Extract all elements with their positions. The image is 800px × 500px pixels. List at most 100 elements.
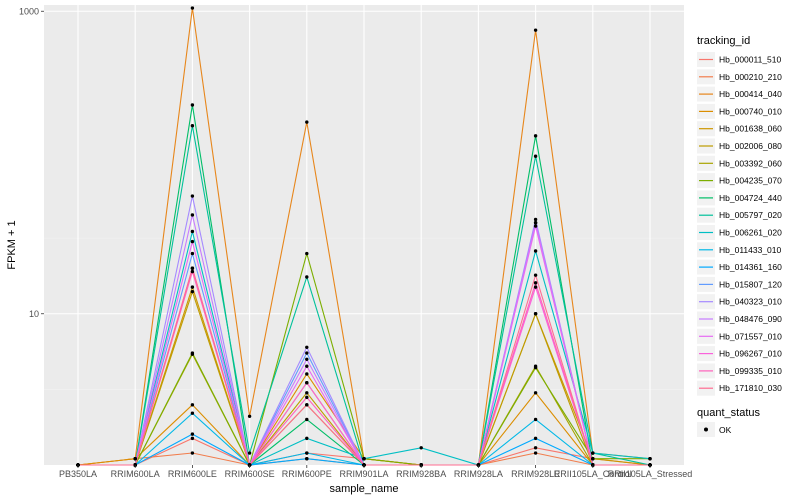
data-point <box>533 134 538 138</box>
data-point <box>305 351 309 355</box>
data-point <box>190 269 195 274</box>
data-point <box>190 213 195 217</box>
data-point <box>305 364 309 368</box>
legend-label: Hb_071557_010 <box>719 331 782 341</box>
x-axis-title: sample_name <box>329 483 398 495</box>
data-point <box>533 217 538 222</box>
legend-label: Hb_005797_020 <box>719 210 782 220</box>
x-tick-label: RRIM928LA <box>454 469 503 479</box>
data-point <box>533 154 538 158</box>
data-point <box>533 285 538 289</box>
data-point <box>190 411 195 415</box>
legend-label: Hb_040323_010 <box>719 297 782 307</box>
data-point <box>247 451 252 455</box>
legend-label: Hb_011433_010 <box>719 245 782 255</box>
data-point <box>533 281 538 285</box>
data-point <box>591 457 595 461</box>
legend-label: Hb_006261_020 <box>719 228 782 238</box>
data-point <box>305 451 309 455</box>
y-axis: 10 1000 <box>19 6 44 319</box>
legend-label: Hb_015807_120 <box>719 279 782 289</box>
grid <box>44 5 684 465</box>
data-point <box>190 436 195 441</box>
data-point <box>533 220 538 225</box>
data-point <box>533 28 538 32</box>
legend-label: Hb_003392_060 <box>719 158 782 168</box>
data-point <box>190 285 195 289</box>
data-point <box>305 372 309 376</box>
data-point <box>533 451 538 455</box>
data-point <box>190 229 195 234</box>
data-point <box>190 124 195 128</box>
data-point <box>305 251 309 256</box>
data-point <box>533 312 538 316</box>
legend-label: Hb_000011_510 <box>719 55 782 65</box>
x-tick-label: RRII105LA_Control <box>554 469 632 479</box>
y-axis-title: FPKM + 1 <box>6 220 18 269</box>
legend-title: tracking_id <box>697 35 750 47</box>
data-point <box>190 6 195 10</box>
legend-label: Hb_002006_080 <box>719 141 782 151</box>
data-point <box>305 357 309 361</box>
data-point <box>305 391 309 395</box>
legend-label: Hb_001638_060 <box>719 124 782 134</box>
legend-items: Hb_000011_510 Hb_000210_210 Hb_000414_040 H… <box>697 52 782 396</box>
data-point <box>533 365 538 370</box>
data-point <box>190 403 195 407</box>
x-tick-label: RRII105LA_Stressed <box>608 469 693 479</box>
data-point <box>305 436 309 441</box>
x-tick-label: RRIM600SE <box>225 469 275 479</box>
data-point <box>190 351 195 355</box>
x-tick-label: RRIM600PE <box>282 469 332 479</box>
status-legend-title: quant_status <box>697 407 760 419</box>
data-point <box>305 417 309 422</box>
data-point <box>419 446 423 450</box>
x-tick-label: RRIM928LE <box>511 469 560 479</box>
data-point <box>247 414 252 418</box>
legend-label: Hb_000740_010 <box>719 106 782 116</box>
legend-label: Hb_096267_010 <box>719 349 782 359</box>
data-point <box>190 103 195 107</box>
x-tick-label: PB350LA <box>59 469 97 479</box>
data-point <box>305 275 309 279</box>
legend-label: Hb_099335_010 <box>719 366 782 376</box>
data-point <box>190 239 195 244</box>
x-tick-label: RRIM901LA <box>339 469 388 479</box>
data-point <box>305 403 309 407</box>
data-point <box>533 446 538 450</box>
data-point <box>305 120 309 124</box>
legend-label: Hb_014361_160 <box>719 262 782 272</box>
data-point <box>190 194 195 198</box>
legend: tracking_id Hb_000011_510Hb_000210_210Hb… <box>697 35 782 437</box>
data-point <box>190 432 195 436</box>
data-point <box>362 457 366 461</box>
legend-label: Hb_000210_210 <box>719 72 782 82</box>
legend-label: Hb_004724_440 <box>719 193 782 203</box>
status-legend-label: OK <box>719 425 732 435</box>
data-point <box>533 249 538 253</box>
data-point <box>190 266 195 270</box>
y-tick-label: 1000 <box>19 6 39 16</box>
x-tick-label: RRIM600LE <box>168 469 217 479</box>
data-point <box>533 391 538 395</box>
x-axis: PB350LA RRIM600LA RRIM600LE RRIM600SE RRIM60… <box>59 465 692 479</box>
status-legend-point <box>704 427 708 432</box>
data-point <box>190 451 195 455</box>
data-point <box>533 417 538 422</box>
data-point <box>305 395 309 400</box>
data-point <box>591 451 595 455</box>
legend-label: Hb_000414_040 <box>719 89 782 99</box>
x-tick-label: RRIM928BA <box>396 469 446 479</box>
legend-label: Hb_048476_090 <box>719 314 782 324</box>
legend-label: Hb_171810_030 <box>719 383 782 393</box>
y-tick-label: 10 <box>29 309 39 319</box>
data-point <box>305 345 309 350</box>
data-point <box>305 457 309 461</box>
data-point <box>533 273 538 277</box>
data-point <box>190 289 195 294</box>
x-tick-label: RRIM600LA <box>111 469 160 479</box>
data-point <box>648 457 652 461</box>
data-point <box>305 381 309 385</box>
data-point <box>190 251 195 256</box>
